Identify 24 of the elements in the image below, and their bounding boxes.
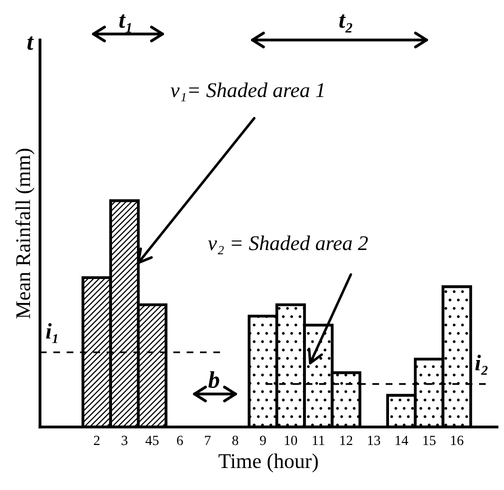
text: t₂ — [339, 14, 352, 32]
x-tick-label: 14 — [396, 436, 408, 445]
ref-line-label: i₂ — [475, 354, 488, 375]
x-tick-label: 13 — [368, 436, 380, 446]
annotation: b — [208, 371, 220, 388]
x-axis-title: Time (hour) — [218, 453, 318, 472]
ref-line-label: i₁ — [46, 323, 58, 344]
x-tick-label: 3 — [122, 436, 128, 446]
x-tick-label: 11 — [312, 436, 324, 445]
x-tick-label: 16 — [451, 436, 464, 446]
x-tick-label: 12 — [340, 436, 352, 445]
y-axis-title: Mean Rainfall (mm) — [15, 148, 34, 319]
annotation: v₂ = Shaded area 2 — [208, 236, 368, 254]
text: t — [27, 36, 34, 50]
x-tick-label: 6 — [176, 436, 183, 446]
text: t₁ — [119, 14, 132, 32]
x-tick-label: 15 — [423, 436, 436, 446]
text: v₁= Shaded area 1 — [170, 82, 324, 102]
x-tick-label: 8 — [232, 436, 238, 446]
x-tick-label: 2 — [94, 436, 100, 445]
x-tick-label: 7 — [205, 436, 211, 445]
x-tick-label: 9 — [260, 436, 266, 446]
x-tick-label: 45 — [146, 436, 159, 446]
x-tick-label: 10 — [284, 436, 298, 446]
